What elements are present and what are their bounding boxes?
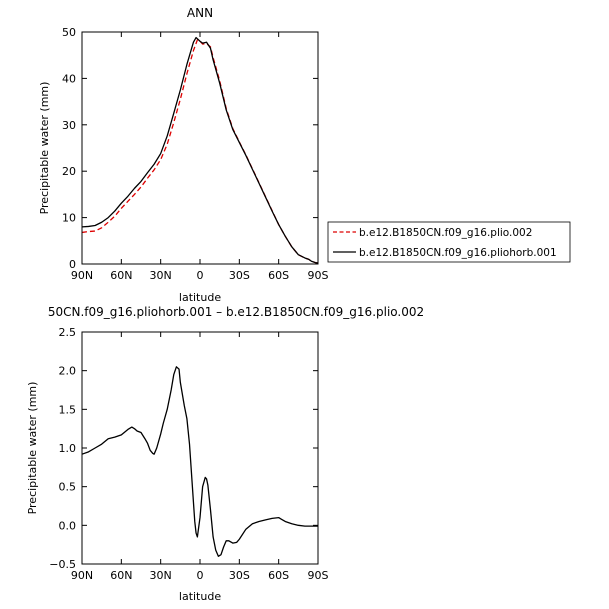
- top-plot-area: 90N 60N 30N 0 30S 60S 90S 0 10 20 30 40 50: [62, 26, 329, 282]
- bottom-x-axis-label: latitude: [179, 590, 221, 603]
- top-y-tick-label: 10: [62, 212, 76, 225]
- bottom-x-tick-label: 90N: [71, 569, 93, 582]
- bottom-plot-area: 90N 60N 30N 0 30S 60S 90S −0.5 0.0 0.5 1.0 1.5 2.0 2.…: [49, 326, 328, 582]
- bottom-y-tick-label: 1.0: [59, 442, 77, 455]
- bottom-y-tick-label: 0.0: [59, 519, 77, 532]
- top-y-tick-label: 20: [62, 165, 76, 178]
- bottom-panel-title: 50CN.f09_g16.pliohorb.001 – b.e12.B1850C…: [48, 305, 424, 319]
- top-x-tick-label: 90S: [308, 269, 329, 282]
- top-y-tick-label: 40: [62, 72, 76, 85]
- legend-box: [327, 221, 571, 263]
- bottom-y-tick-label: −0.5: [49, 558, 76, 571]
- bottom-panel: 50CN.f09_g16.pliohorb.001 – b.e12.B1850C…: [26, 305, 424, 603]
- bottom-x-tick-label: 60N: [110, 569, 132, 582]
- top-x-tick-label: 90N: [71, 269, 93, 282]
- top-plot-frame: [81, 31, 319, 265]
- bottom-x-tick-label: 30N: [150, 569, 172, 582]
- legend-label-pliohorb: b.e12.B1850CN.f09_g16.pliohorb.001: [359, 247, 557, 259]
- bottom-x-tick-label: 60S: [268, 569, 289, 582]
- top-y-tick-label: 0: [69, 258, 76, 271]
- bottom-series-line-0: [81, 366, 318, 557]
- bottom-y-tick-label: 0.5: [59, 481, 77, 494]
- legend: b.e12.B1850CN.f09_g16.plio.002 b.e12.B18…: [327, 221, 571, 263]
- top-x-tick-label: 60S: [268, 269, 289, 282]
- top-panel: ANN 90N 60N 30N 0 30S 60S 90S 0 10 20 30 40 50 latit…: [38, 6, 329, 304]
- bottom-y-tick-label: 2.0: [59, 365, 77, 378]
- top-x-tick-label: 60N: [110, 269, 132, 282]
- top-x-tick-label: 0: [197, 269, 204, 282]
- bottom-y-tick-label: 2.5: [59, 326, 77, 339]
- legend-label-plio: b.e12.B1850CN.f09_g16.plio.002: [359, 227, 532, 239]
- top-x-tick-label: 30N: [150, 269, 172, 282]
- top-y-tick-label: 50: [62, 26, 76, 39]
- top-series-line-0: [81, 39, 319, 264]
- top-panel-title: ANN: [187, 6, 213, 20]
- bottom-x-tick-label: 0: [197, 569, 204, 582]
- bottom-y-axis-label: Precipitable water (mm): [26, 382, 39, 515]
- bottom-x-tick-label: 30S: [229, 569, 250, 582]
- bottom-y-tick-label: 1.5: [59, 403, 77, 416]
- top-series-line-1: [81, 36, 319, 264]
- bottom-x-tick-label: 90S: [308, 569, 329, 582]
- top-x-axis-label: latitude: [179, 291, 221, 304]
- top-y-axis-label: Precipitable water (mm): [38, 82, 51, 215]
- bottom-plot-frame: [81, 331, 319, 565]
- top-y-tick-label: 30: [62, 119, 76, 132]
- top-x-tick-label: 30S: [229, 269, 250, 282]
